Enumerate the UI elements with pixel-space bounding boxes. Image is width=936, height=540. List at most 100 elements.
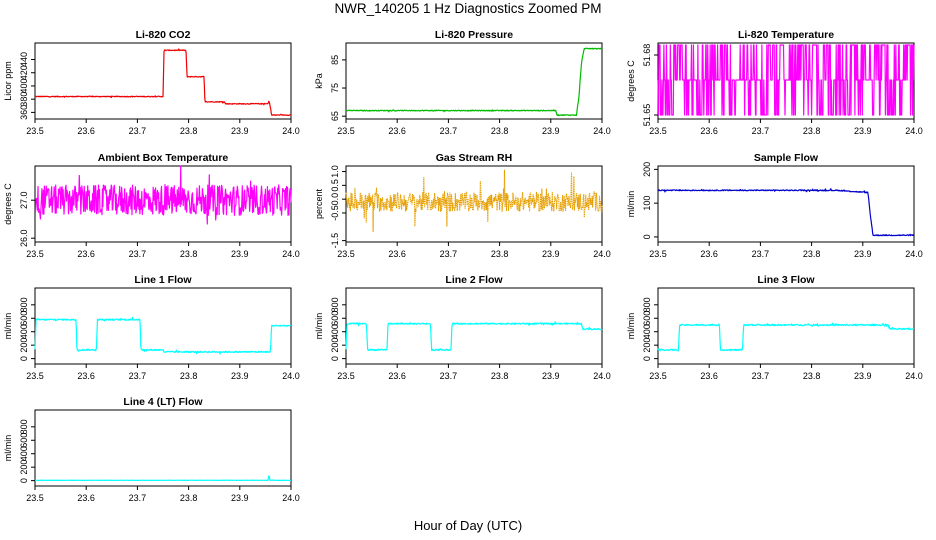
y-tick-label: 0 (19, 356, 29, 361)
x-tick-label: 23.5 (649, 126, 667, 136)
y-tick-label: 360 (19, 105, 29, 120)
y-tick-label: 400 (330, 324, 340, 339)
series-line (34, 165, 292, 225)
y-axis-label: percent (314, 188, 324, 219)
x-tick-label: 23.7 (440, 371, 458, 381)
x-tick-label: 23.8 (803, 126, 821, 136)
x-tick-label: 23.8 (180, 371, 198, 381)
x-tick-label: 23.7 (752, 126, 770, 136)
x-tick-label: 23.7 (129, 249, 147, 259)
y-tick-label: 51.68 (642, 44, 652, 67)
chart-panel: Sample Flow ml/min 0 100 200 23.5 23.6 23.7 23.8… (626, 152, 923, 259)
x-tick-label: 23.9 (854, 126, 872, 136)
x-tick-label: 23.9 (854, 249, 872, 259)
chart-panel: Ambient Box Temperature degrees C 26.0 27.0… (3, 152, 300, 259)
x-tick-label: 23.7 (440, 249, 458, 259)
y-tick-label: 100 (642, 196, 652, 211)
x-tick-label: 24.0 (593, 371, 611, 381)
x-tick-label: 23.9 (231, 126, 249, 136)
x-tick-label: 23.7 (129, 493, 147, 503)
x-tick-label: 23.8 (803, 249, 821, 259)
y-tick-label: 200 (19, 460, 29, 475)
x-tick-label: 23.9 (231, 249, 249, 259)
x-tick-label: 23.6 (77, 493, 95, 503)
x-tick-label: 23.6 (388, 126, 406, 136)
x-tick-label: 23.8 (180, 249, 198, 259)
x-axis-title: Hour of Day (UTC) (413, 518, 523, 533)
chart-panel: Li-820 Pressure kPa 65 75 85 23.5 23.6 23.7 23.8… (314, 29, 611, 136)
x-tick-label: 23.5 (26, 493, 44, 503)
chart-title: Li-820 Pressure (435, 29, 513, 41)
x-tick-label: 24.0 (593, 249, 611, 259)
y-tick-label: 0 (642, 356, 652, 361)
chart-title: Line 4 (LT) Flow (123, 396, 203, 408)
x-tick-label: 23.6 (388, 249, 406, 259)
chart-title: Gas Stream RH (436, 152, 512, 164)
y-tick-label: 200 (642, 338, 652, 353)
y-axis-label: kPa (314, 73, 324, 89)
y-tick-label: 0.0 (330, 193, 340, 206)
chart-title: Sample Flow (754, 152, 819, 164)
y-tick-label: 800 (330, 297, 340, 312)
y-axis-label: ml/min (3, 313, 13, 340)
y-tick-label: 0 (330, 356, 340, 361)
chart-panel: Li-820 Temperature degrees C 51.65 51.68 23.… (626, 29, 923, 136)
series-line (657, 188, 915, 237)
series-line (345, 47, 603, 117)
y-tick-label: 600 (19, 433, 29, 448)
x-tick-label: 23.8 (180, 493, 198, 503)
page-title: NWR_140205 1 Hz Diagnostics Zoomed PM (334, 1, 602, 16)
series-line (34, 475, 292, 482)
y-tick-label: 0 (19, 478, 29, 483)
x-tick-label: 23.9 (231, 371, 249, 381)
x-tick-label: 23.7 (752, 371, 770, 381)
y-tick-label: 200 (330, 338, 340, 353)
series-line (34, 48, 292, 116)
y-tick-label: 400 (19, 78, 29, 93)
chart-title: Line 3 Flow (757, 274, 815, 286)
plot-frame (657, 165, 915, 243)
x-tick-label: 24.0 (282, 371, 300, 381)
y-tick-label: 400 (642, 324, 652, 339)
y-tick-label: 400 (19, 324, 29, 339)
plot-frame (345, 42, 603, 120)
x-tick-label: 23.5 (337, 249, 355, 259)
x-tick-label: 24.0 (282, 249, 300, 259)
y-tick-label: 65 (330, 111, 340, 121)
chart-title: Line 2 Flow (445, 274, 503, 286)
y-tick-label: 51.65 (642, 104, 652, 127)
x-tick-label: 24.0 (593, 126, 611, 136)
x-tick-label: 23.5 (649, 249, 667, 259)
x-tick-label: 23.5 (337, 371, 355, 381)
y-tick-label: 440 (19, 52, 29, 67)
x-tick-label: 24.0 (905, 371, 923, 381)
y-tick-label: 26.0 (19, 229, 29, 247)
y-tick-label: 27.0 (19, 191, 29, 209)
y-axis-label: ml/min (314, 313, 324, 340)
y-tick-label: 400 (19, 446, 29, 461)
x-tick-label: 23.6 (77, 126, 95, 136)
x-tick-label: 23.8 (803, 371, 821, 381)
x-tick-label: 23.8 (491, 371, 509, 381)
series-line (345, 321, 603, 352)
y-tick-label: 85 (330, 55, 340, 65)
x-tick-label: 23.9 (854, 371, 872, 381)
x-tick-label: 23.5 (26, 126, 44, 136)
y-axis-label: Licor ppm (3, 61, 13, 101)
y-tick-label: 800 (19, 297, 29, 312)
x-tick-label: 23.6 (388, 371, 406, 381)
plot-frame (34, 287, 292, 365)
y-axis-label: ml/min (626, 191, 636, 218)
y-tick-label: -0.5 (330, 205, 340, 221)
y-tick-label: 0.5 (330, 179, 340, 192)
x-tick-label: 23.9 (542, 371, 560, 381)
series-line (345, 169, 603, 233)
plot-frame (345, 165, 603, 243)
y-tick-label: 420 (19, 65, 29, 80)
y-tick-label: 1.0 (330, 165, 340, 178)
